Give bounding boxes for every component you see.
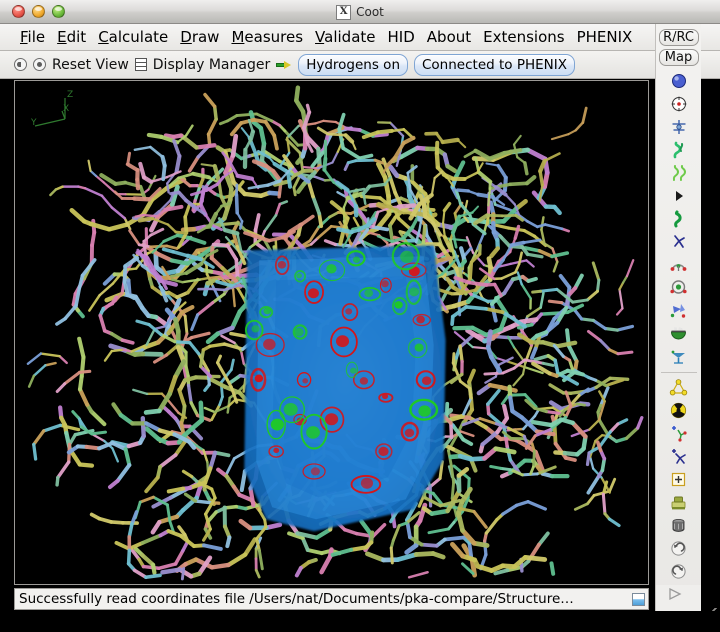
radiation-icon[interactable] [668, 400, 690, 421]
menu-measures[interactable]: Measures [231, 28, 304, 46]
delete-trash-icon[interactable] [668, 515, 690, 536]
sidebar-bottom-pane [655, 585, 701, 611]
titlebar: X Coot [0, 0, 720, 24]
rotate-residue-icon[interactable] [668, 254, 690, 275]
display-manager-button[interactable]: Display Manager [152, 56, 271, 73]
play-arrow-icon[interactable] [668, 185, 690, 206]
play-triangle-icon[interactable] [666, 586, 684, 602]
density-bowl-icon[interactable]: 5I 8s [668, 323, 690, 344]
toolbar: Reset View Display Manager Hydrogens on … [0, 51, 720, 79]
menu-file[interactable]: File [20, 28, 46, 46]
progress-square [632, 592, 645, 606]
statusbar: Successfully read coordinates file /User… [14, 588, 649, 610]
menu-about[interactable]: About [426, 28, 472, 46]
difference-density-blobs [244, 242, 439, 494]
window-controls [12, 5, 65, 18]
mutate-residue-icon[interactable] [668, 492, 690, 513]
backbone-trace-icon[interactable] [668, 231, 690, 252]
torsion-fit-icon[interactable] [668, 300, 690, 321]
display-list-icon[interactable] [134, 58, 147, 71]
menu-calculate[interactable]: Calculate [98, 28, 169, 46]
right-sidebar: R/RC Map [655, 24, 701, 611]
sidebar-icon-list: 5I 8s [660, 69, 697, 614]
menubar: File Edit Calculate Draw Measures Valida… [0, 24, 720, 51]
target-center-icon[interactable] [668, 93, 690, 114]
refine-zone-icon[interactable] [668, 346, 690, 367]
phenix-connection-button[interactable]: Connected to PHENIX [414, 53, 575, 76]
minimize-button[interactable] [32, 5, 45, 18]
add-atom-icon[interactable] [668, 423, 690, 444]
svg-text:5I 8s: 5I 8s [674, 326, 683, 331]
sphere-atom-icon[interactable] [668, 70, 690, 91]
menu-hid[interactable]: HID [387, 28, 415, 46]
menu-phenix[interactable]: PHENIX [576, 28, 633, 46]
ribbon-green-icon[interactable] [668, 208, 690, 229]
ribbon-single-icon[interactable] [668, 139, 690, 160]
bond-axis-icon[interactable] [668, 116, 690, 137]
menu-extensions[interactable]: Extensions [483, 28, 565, 46]
close-button[interactable] [12, 5, 25, 18]
reset-view-button[interactable]: Reset View [52, 56, 129, 73]
hydrogens-toggle-button[interactable]: Hydrogens on [298, 53, 408, 76]
add-terminal-residue-icon[interactable] [668, 446, 690, 467]
window-title: Coot [356, 5, 384, 19]
menu-edit[interactable]: Edit [57, 28, 87, 46]
axis-label-x: X [63, 104, 69, 114]
undo-icon[interactable] [668, 538, 690, 559]
triangle-atoms-icon[interactable] [668, 377, 690, 398]
zoom-button[interactable] [52, 5, 65, 18]
add-plus-box-icon[interactable] [668, 469, 690, 490]
window-title-group: X Coot [0, 0, 720, 24]
axis-label-z: Z [67, 90, 73, 100]
sidebar-separator-1 [660, 372, 697, 373]
molecule-render [15, 81, 648, 584]
menu-validate[interactable]: Validate [315, 28, 376, 46]
molecular-viewport[interactable]: Z Y X [14, 80, 649, 585]
menu-draw[interactable]: Draw [180, 28, 220, 46]
rrc-button[interactable]: R/RC [658, 29, 699, 46]
radio-dot-icon[interactable] [33, 58, 46, 71]
window-bottom-fill [0, 611, 720, 632]
electron-density-map [244, 245, 446, 532]
axes-indicator: Z Y X [30, 90, 73, 128]
redo-icon[interactable] [668, 561, 690, 582]
green-arrow-icon [276, 59, 292, 71]
rotate-translate-icon[interactable] [668, 277, 690, 298]
map-button[interactable]: Map [658, 49, 699, 66]
app-logo-icon: X [336, 4, 352, 20]
status-message: Successfully read coordinates file /User… [19, 591, 574, 607]
ribbon-double-icon[interactable] [668, 162, 690, 183]
radio-half-icon[interactable] [14, 58, 27, 71]
axis-label-y: Y [30, 118, 37, 128]
